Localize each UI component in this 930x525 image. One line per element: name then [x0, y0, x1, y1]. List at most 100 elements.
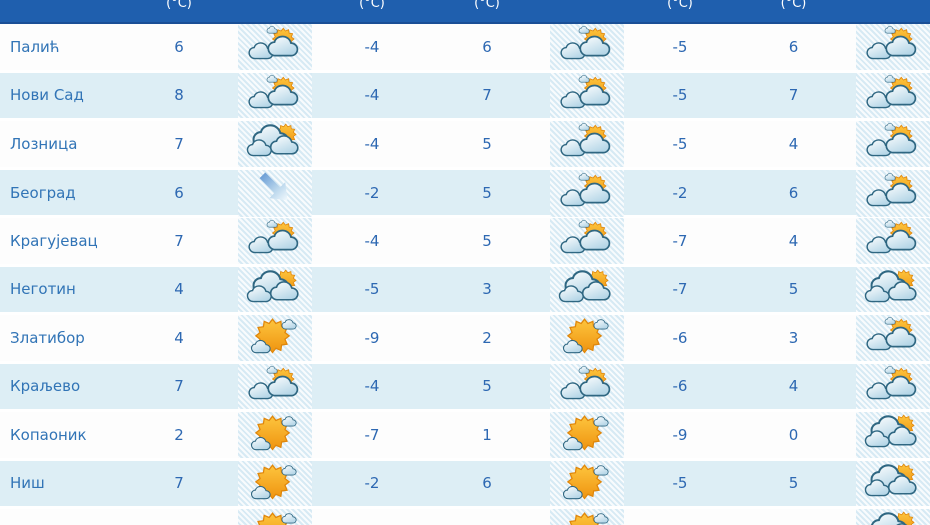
city-name-link[interactable]: Нови Сад — [10, 86, 84, 105]
spacer — [542, 315, 550, 361]
spacer — [542, 461, 550, 507]
weather-icon-cell-day2 — [550, 121, 624, 167]
weather-icon-cell-today — [238, 121, 312, 167]
city-name-link[interactable]: Лозница — [10, 134, 78, 153]
temp-max-day2 — [432, 509, 542, 525]
spacer — [223, 218, 238, 264]
temp-max-day3: 4 — [788, 134, 799, 153]
city-name-link[interactable] — [0, 509, 135, 525]
temp-min-day2: -5 — [364, 280, 380, 299]
city-name-link[interactable]: Палић — [10, 37, 60, 56]
city-name-link[interactable]: Златибор — [10, 328, 85, 347]
partly-cloudy-icon — [557, 365, 617, 408]
weather-icon-cell-day3 — [856, 72, 930, 118]
temp-min-day3: -5 — [672, 474, 688, 493]
city-name-link[interactable]: Крагујевац — [10, 231, 98, 250]
temp-max-day3 — [736, 509, 851, 525]
city-name-link[interactable]: Ниш — [10, 474, 45, 493]
weather-icon-cell-today — [238, 509, 312, 525]
city-name-link[interactable]: Неготин — [10, 280, 76, 299]
mostly-sunny-icon — [245, 316, 305, 359]
spacer — [542, 24, 550, 70]
weather-icon-cell-day3 — [856, 218, 930, 264]
temp-max-day2: 6 — [482, 37, 492, 56]
temp-min-day2: -2 — [364, 474, 380, 493]
weather-icon-cell-day2 — [550, 363, 624, 409]
temp-min-day2: -4 — [364, 134, 380, 153]
temp-min-day3: -9 — [672, 425, 688, 444]
temp-min-day3: -2 — [672, 184, 688, 202]
temp-min-day2: -7 — [364, 425, 380, 444]
weather-icon-cell-day3 — [856, 266, 930, 312]
partly-cloudy-icon — [557, 25, 617, 68]
weather-icon-cell-today — [238, 72, 312, 118]
mostly-sunny-icon — [557, 413, 617, 456]
temp-min-day3: -5 — [672, 134, 688, 153]
temp-max-day2: 5 — [482, 231, 492, 250]
temp-max-day3: 6 — [788, 37, 799, 56]
temp-min-day3: -6 — [672, 377, 688, 396]
weather-icon-cell-today — [238, 169, 312, 217]
temp-unit-label: (°C) — [780, 0, 807, 11]
spacer — [542, 412, 550, 458]
spacer — [223, 509, 238, 525]
city-name-link[interactable]: Београд — [10, 184, 76, 202]
weather-icon-cell-today — [238, 363, 312, 409]
table-row: Лозница 7 -4 5 -5 4 — [0, 121, 930, 170]
temp-max-day3: 5 — [788, 280, 799, 299]
spacer — [542, 364, 550, 410]
partly-cloudy-icon — [863, 172, 923, 215]
partly-cloudy-icon — [245, 219, 305, 262]
mostly-cloudy-icon — [863, 462, 923, 505]
table-row: Палић 6 -4 6 -5 6 — [0, 24, 930, 73]
weather-icon-cell-day3 — [856, 24, 930, 70]
weather-icon-cell-day3 — [856, 121, 930, 167]
temp-today: 6 — [174, 184, 184, 202]
table-row: Нови Сад 8 -4 7 -5 7 — [0, 72, 930, 121]
mostly-cloudy-icon — [863, 413, 923, 456]
city-name-link[interactable]: Копаоник — [10, 425, 87, 444]
partly-cloudy-icon — [863, 74, 923, 117]
partly-cloudy-icon — [245, 365, 305, 408]
temp-max-day3: 6 — [788, 184, 799, 202]
temp-max-day2: 5 — [482, 184, 492, 202]
arrow-down-right-icon — [246, 170, 304, 217]
mostly-sunny-icon — [245, 510, 305, 525]
temp-today: 7 — [174, 474, 184, 493]
weather-icon-cell-day2 — [550, 509, 624, 525]
partly-cloudy-icon — [557, 172, 617, 215]
partly-cloudy-icon — [863, 219, 923, 262]
temp-max-day2: 5 — [482, 377, 492, 396]
city-name-link[interactable]: Краљево — [10, 377, 81, 396]
mostly-cloudy-icon — [245, 122, 305, 165]
weather-icon-cell-day3 — [856, 363, 930, 409]
weather-icon-cell-day2 — [550, 169, 624, 217]
temp-min-day3: -6 — [672, 328, 688, 347]
temp-max-day3: 4 — [788, 231, 799, 250]
temp-min-day3: -5 — [672, 37, 688, 56]
temp-max-day2: 2 — [482, 328, 492, 347]
weather-icon-cell-day3 — [856, 169, 930, 217]
table-row: Копаоник 2 -7 1 -9 0 — [0, 412, 930, 461]
mostly-sunny-icon — [245, 413, 305, 456]
mostly-cloudy-icon — [557, 268, 617, 311]
temp-today: 7 — [174, 377, 184, 396]
mostly-sunny-icon — [557, 316, 617, 359]
table-row: Београд 6 -2 5 -2 6 — [0, 169, 930, 218]
spacer — [223, 461, 238, 507]
table-row: Крагујевац 7 -4 5 -7 4 — [0, 218, 930, 267]
weather-icon-cell-today — [238, 315, 312, 361]
temp-today: 7 — [174, 134, 184, 153]
temp-max-day2: 1 — [482, 425, 492, 444]
temp-min-day3: -5 — [672, 86, 688, 105]
temp-max-day3: 0 — [788, 425, 799, 444]
partly-cloudy-icon — [863, 365, 923, 408]
table-row — [0, 509, 930, 525]
mostly-sunny-icon — [245, 462, 305, 505]
table-row: Ниш 7 -2 6 -5 5 — [0, 460, 930, 509]
weather-icon-cell-day2 — [550, 460, 624, 506]
weather-icon-cell-today — [238, 266, 312, 312]
spacer — [542, 121, 550, 167]
temp-min-day2 — [312, 509, 432, 525]
